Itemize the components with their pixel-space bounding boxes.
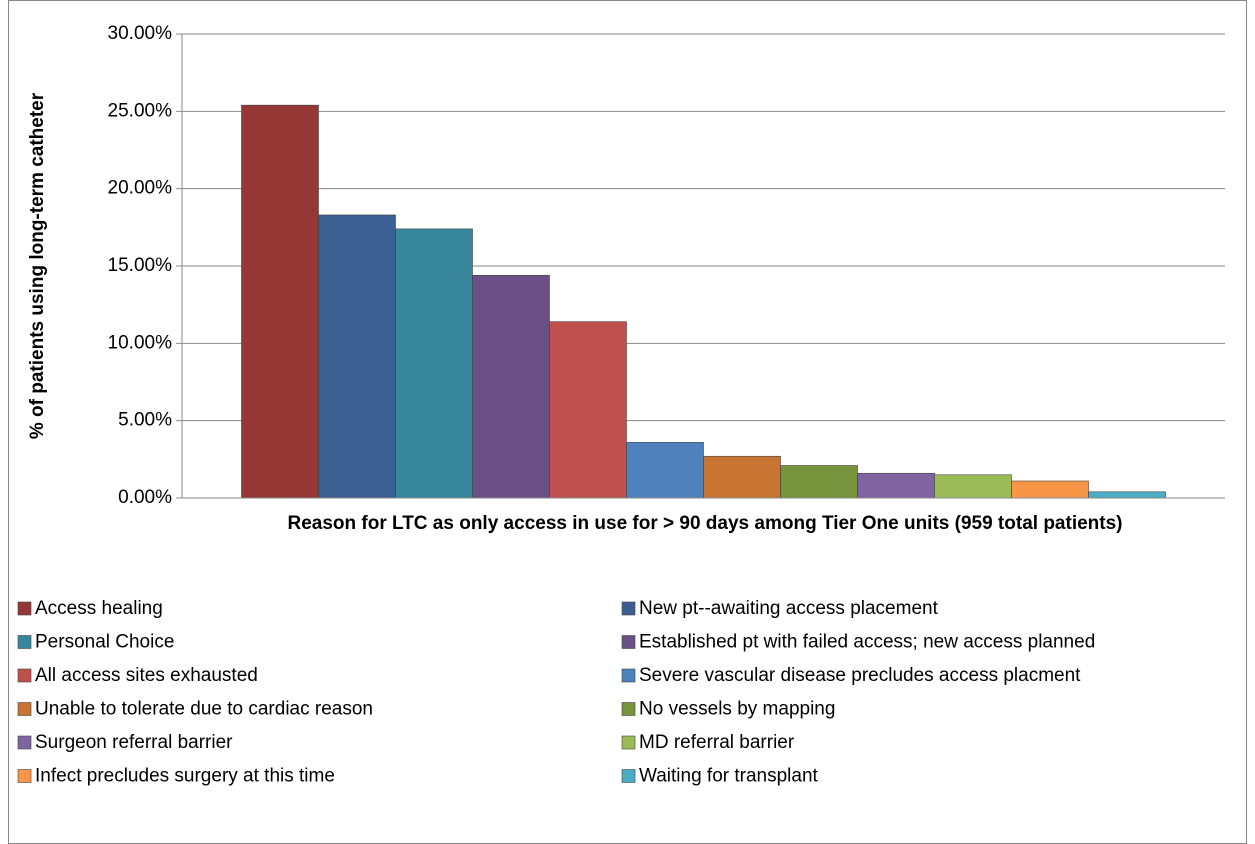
legend-label: New pt--awaiting access placement <box>639 598 939 619</box>
legend-swatch <box>621 635 636 649</box>
legend-swatch <box>17 668 32 683</box>
legend-label: Established pt with failed access; new a… <box>639 632 1095 653</box>
legend-swatch <box>621 769 636 783</box>
bar <box>1011 480 1089 499</box>
legend-label: Waiting for transplant <box>639 766 819 787</box>
bar <box>318 214 396 499</box>
y-axis-label: % of patients using long-term catheter <box>27 92 48 439</box>
legend-label: Unable to tolerate due to cardiac reason <box>35 699 373 720</box>
x-axis-label: Reason for LTC as only access in use for… <box>287 513 1123 534</box>
legend-label: All access sites exhausted <box>35 665 258 686</box>
y-tick-label: 15.00% <box>108 255 173 276</box>
bar <box>857 472 935 499</box>
legend-swatch <box>621 702 636 716</box>
legend-label: MD referral barrier <box>639 732 795 753</box>
legend-swatch <box>17 769 32 783</box>
bar <box>241 104 319 499</box>
bar <box>395 228 473 499</box>
legend-swatch <box>17 635 32 649</box>
y-tick-label: 10.00% <box>108 332 173 353</box>
y-tick-label: 30.00% <box>108 23 173 44</box>
bar <box>472 274 550 499</box>
legend-swatch <box>17 702 32 716</box>
legend-label: Access healing <box>35 598 163 619</box>
legend-swatch <box>17 601 32 616</box>
y-tick-label: 25.00% <box>108 100 173 121</box>
legend-label: No vessels by mapping <box>639 699 835 720</box>
y-tick-label: 0.00% <box>118 487 172 508</box>
bar <box>1088 491 1166 499</box>
legend-swatch <box>17 735 32 750</box>
legend-swatch <box>621 735 636 750</box>
bar <box>934 474 1012 499</box>
legend-label: Severe vascular disease precludes access… <box>639 665 1081 686</box>
legend-swatch <box>621 601 636 616</box>
legend-label: Personal Choice <box>35 632 174 653</box>
legend-swatch <box>621 668 636 683</box>
bar <box>780 465 858 499</box>
legend-label: Surgeon referral barrier <box>35 732 233 753</box>
y-tick-label: 20.00% <box>108 178 173 199</box>
legend-label: Infect precludes surgery at this time <box>35 766 335 787</box>
bar <box>549 321 627 499</box>
bar <box>626 442 704 499</box>
y-tick-label: 5.00% <box>118 410 172 431</box>
bar <box>703 455 781 499</box>
